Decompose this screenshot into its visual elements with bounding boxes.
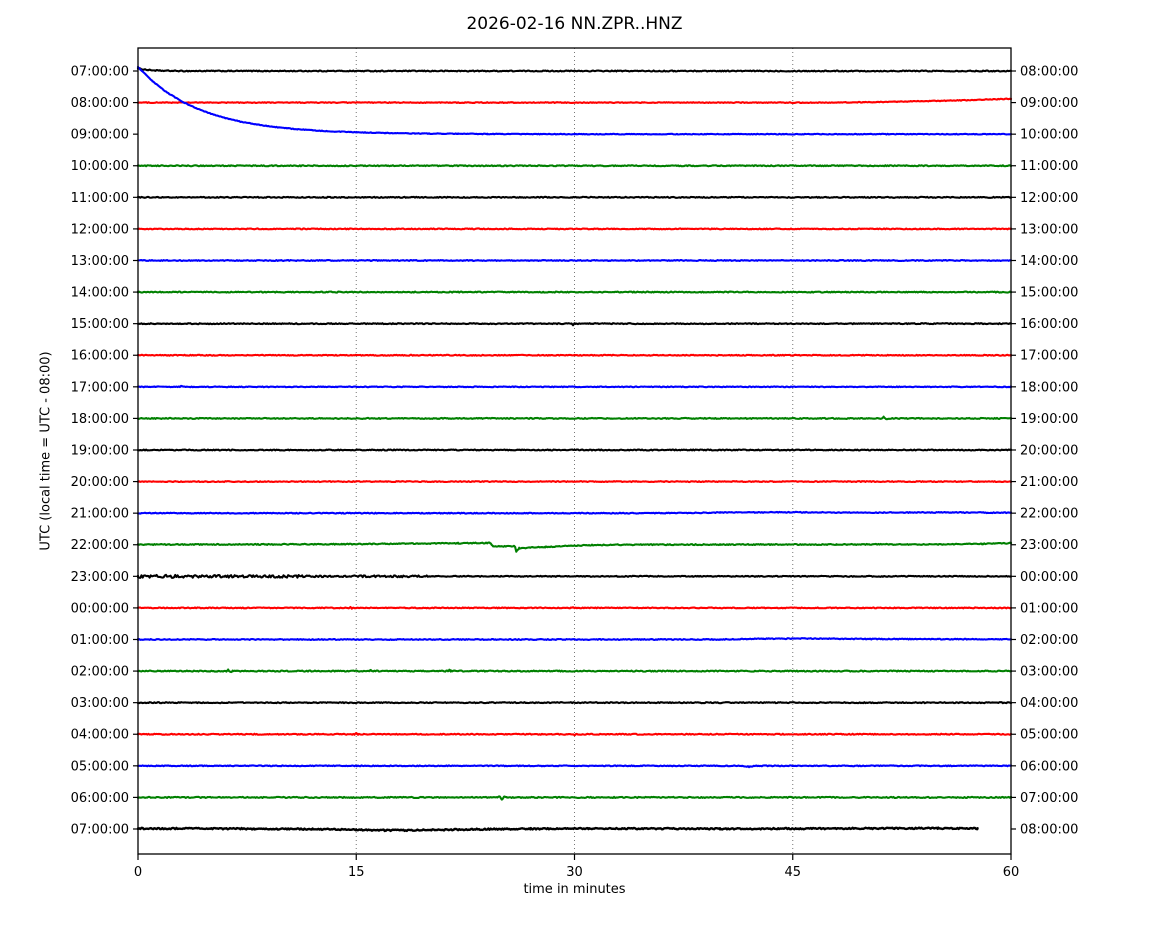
left-time-label: 10:00:00 — [71, 159, 129, 174]
trace-100000 — [136, 164, 1013, 168]
left-time-label: 18:00:00 — [71, 412, 129, 427]
trace-200000 — [136, 480, 1013, 484]
right-time-label: 01:00:00 — [1020, 601, 1078, 616]
right-time-label: 10:00:00 — [1020, 128, 1078, 143]
left-time-label: 03:00:00 — [71, 696, 129, 711]
trace-210000 — [136, 510, 1013, 515]
right-time-label: 06:00:00 — [1020, 759, 1078, 774]
right-time-label: 15:00:00 — [1020, 286, 1078, 301]
trace-220000 — [136, 541, 1013, 553]
x-axis-label: time in minutes — [523, 882, 626, 897]
x-tick-label: 45 — [784, 865, 801, 880]
left-time-label: 08:00:00 — [71, 96, 129, 111]
trace-170000 — [136, 384, 1013, 389]
right-time-label: 16:00:00 — [1020, 317, 1078, 332]
trace-140000 — [136, 290, 1013, 294]
x-tick-label: 30 — [566, 865, 583, 880]
right-time-label: 17:00:00 — [1020, 349, 1078, 364]
trace-120000 — [136, 227, 1013, 231]
trace-000000 — [136, 605, 1013, 610]
right-time-label: 23:00:00 — [1020, 538, 1078, 553]
right-time-label: 14:00:00 — [1020, 254, 1078, 269]
trace-030000 — [136, 701, 1013, 705]
trace-090000 — [136, 65, 1013, 136]
right-time-label: 00:00:00 — [1020, 570, 1078, 585]
trace-040000 — [136, 732, 1013, 737]
right-time-label: 07:00:00 — [1020, 791, 1078, 806]
left-time-label: 07:00:00 — [71, 822, 129, 837]
left-time-label: 20:00:00 — [71, 475, 129, 490]
right-time-label: 04:00:00 — [1020, 696, 1078, 711]
left-time-label: 05:00:00 — [71, 759, 129, 774]
trace-060000 — [136, 795, 1013, 801]
right-time-label: 08:00:00 — [1020, 822, 1078, 837]
left-time-label: 17:00:00 — [71, 380, 129, 395]
trace-010000 — [136, 637, 1013, 641]
right-time-label: 09:00:00 — [1020, 96, 1078, 111]
left-time-label: 07:00:00 — [71, 65, 129, 80]
left-time-label: 21:00:00 — [71, 507, 129, 522]
left-time-label: 15:00:00 — [71, 317, 129, 332]
right-time-label: 05:00:00 — [1020, 728, 1078, 743]
left-time-label: 19:00:00 — [71, 443, 129, 458]
right-time-label: 03:00:00 — [1020, 665, 1078, 680]
trace-020000 — [136, 668, 1013, 674]
left-time-label: 09:00:00 — [71, 128, 129, 143]
right-time-label: 18:00:00 — [1020, 380, 1078, 395]
left-time-label: 04:00:00 — [71, 728, 129, 743]
right-time-label: 11:00:00 — [1020, 159, 1078, 174]
trace-080000 — [136, 97, 1013, 105]
trace-110000 — [136, 195, 1013, 199]
trace-230000 — [136, 573, 1013, 579]
trace-160000 — [136, 353, 1013, 357]
trace-150000 — [136, 322, 1013, 327]
trace-130000 — [136, 259, 1013, 262]
left-time-label: 23:00:00 — [71, 570, 129, 585]
x-tick-label: 0 — [134, 865, 142, 880]
right-time-label: 21:00:00 — [1020, 475, 1078, 490]
plot-title: 2026-02-16 NN.ZPR..HNZ — [466, 14, 683, 34]
left-time-label: 02:00:00 — [71, 665, 129, 680]
left-time-label: 14:00:00 — [71, 286, 129, 301]
right-time-label: 19:00:00 — [1020, 412, 1078, 427]
left-time-label: 11:00:00 — [71, 191, 129, 206]
left-time-label: 12:00:00 — [71, 222, 129, 237]
right-time-label: 20:00:00 — [1020, 443, 1078, 458]
right-time-label: 08:00:00 — [1020, 65, 1078, 80]
right-time-label: 22:00:00 — [1020, 507, 1078, 522]
right-time-label: 02:00:00 — [1020, 633, 1078, 648]
trace-180000 — [136, 415, 1013, 421]
trace-190000 — [136, 448, 1013, 452]
left-time-label: 22:00:00 — [71, 538, 129, 553]
trace-070000 — [136, 67, 1013, 73]
left-time-label: 00:00:00 — [71, 601, 129, 616]
left-time-label: 01:00:00 — [71, 633, 129, 648]
trace-070000 — [136, 826, 979, 833]
trace-050000 — [136, 764, 1013, 769]
x-tick-label: 60 — [1003, 865, 1020, 880]
x-tick-label: 15 — [348, 865, 365, 880]
left-time-label: 06:00:00 — [71, 791, 129, 806]
left-time-label: 16:00:00 — [71, 349, 129, 364]
left-time-label: 13:00:00 — [71, 254, 129, 269]
right-time-label: 13:00:00 — [1020, 222, 1078, 237]
right-time-label: 12:00:00 — [1020, 191, 1078, 206]
